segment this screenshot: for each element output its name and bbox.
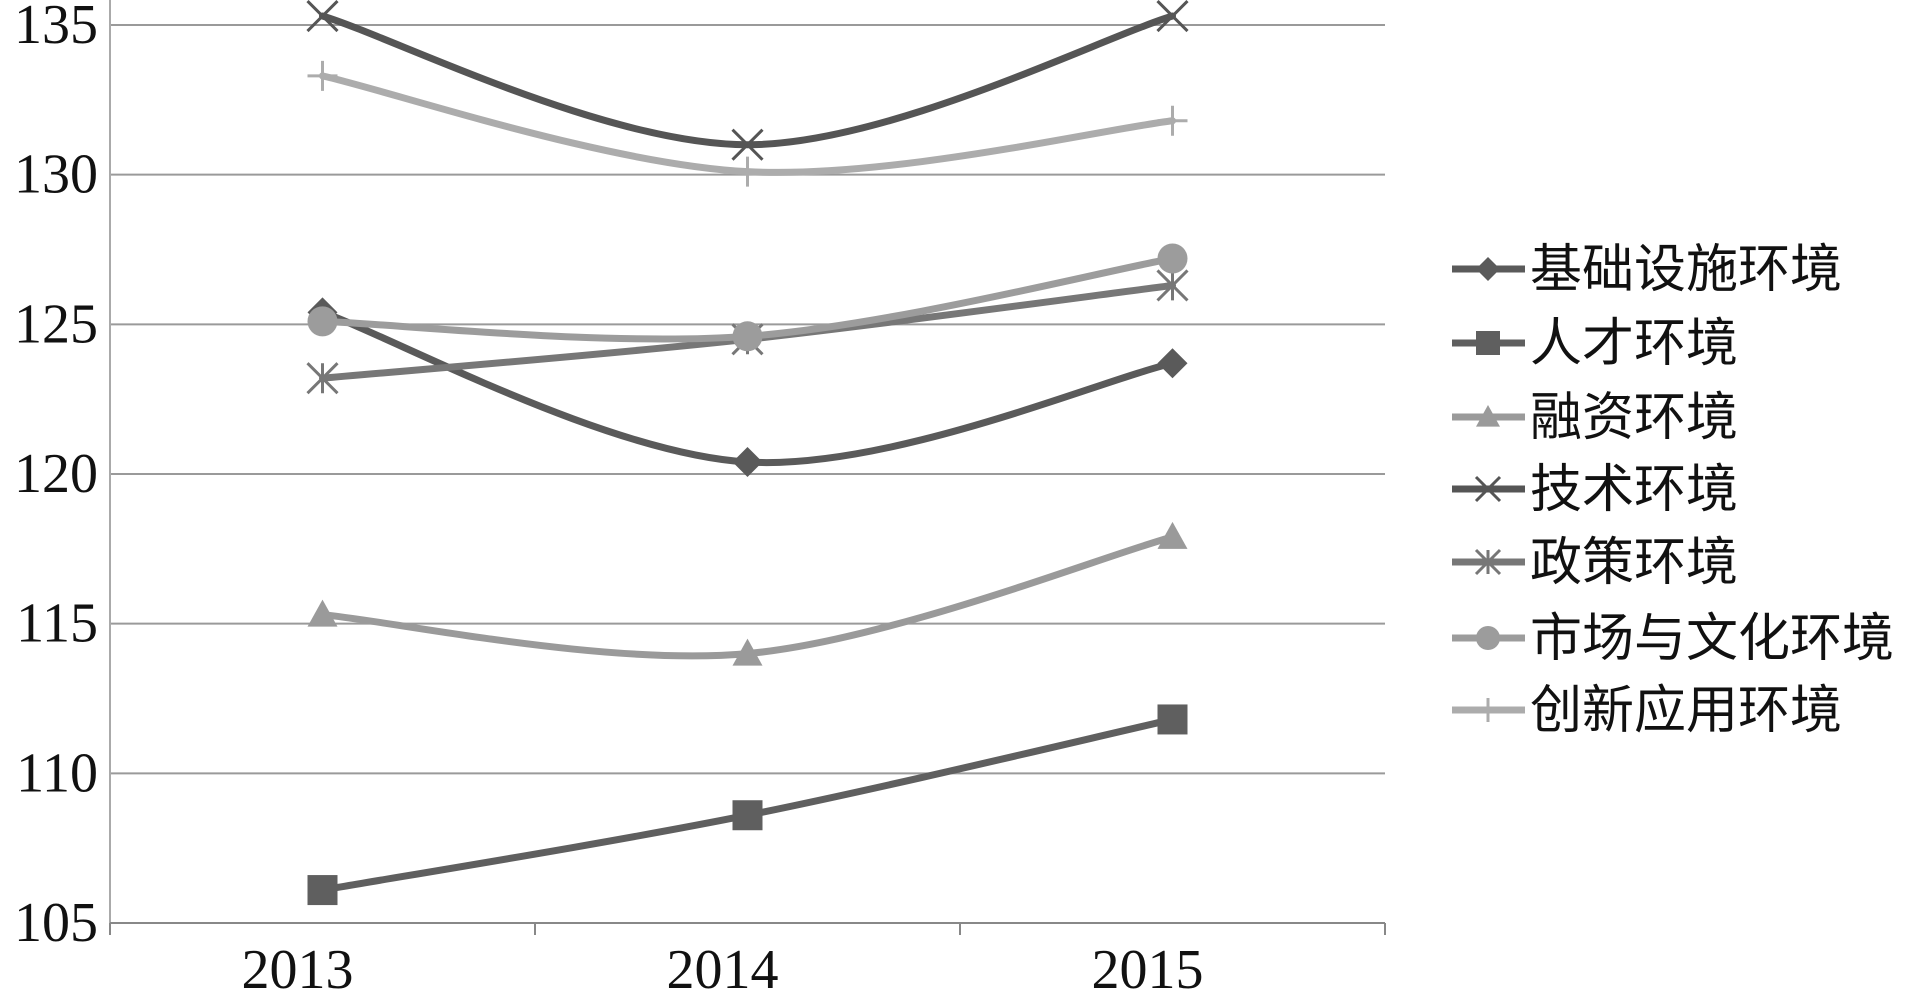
legend-item: 技术环境 [1452, 460, 1738, 520]
x-marker [1156, 0, 1189, 33]
series-line [319, 533, 1176, 660]
y-tick-labels: 105 110 115 120 125 130 135 [14, 0, 98, 954]
x-tick-label: 2013 [242, 939, 354, 993]
y-tick-label: 125 [14, 293, 98, 355]
legend-label: 基础设施环境 [1530, 240, 1842, 300]
x-marker [306, 0, 339, 33]
plus-marker [1476, 698, 1500, 722]
square-marker [307, 875, 338, 906]
legend-label: 技术环境 [1530, 460, 1738, 520]
circle-marker [732, 321, 763, 352]
x-tick-label: 2014 [667, 939, 779, 993]
circle-marker [307, 306, 338, 337]
square-marker [1476, 331, 1500, 355]
legend-item: 市场与文化环境 [1452, 609, 1894, 669]
asterisk-marker [306, 362, 339, 395]
legend-item: 政策环境 [1452, 533, 1738, 593]
series-line [319, 12, 1176, 149]
y-tick-label: 135 [14, 0, 98, 56]
triangle-marker [1476, 405, 1500, 427]
legend-label: 融资环境 [1530, 388, 1738, 448]
plus-marker [1157, 105, 1188, 136]
plus-marker [307, 60, 338, 91]
series-lines [306, 0, 1189, 906]
asterisk-marker [1156, 269, 1189, 302]
y-tick-label: 130 [14, 144, 98, 206]
x-tick-labels: 2013 2014 2015 [242, 939, 1204, 993]
diamond-marker [732, 447, 763, 478]
square-marker [1157, 704, 1188, 735]
x-marker [731, 128, 764, 161]
series-6 [307, 60, 1188, 187]
legend-item: 融资环境 [1452, 388, 1738, 448]
axes [109, 0, 1386, 935]
legend-label: 创新应用环境 [1530, 681, 1842, 741]
y-tick-label: 110 [16, 742, 98, 804]
series-3 [306, 0, 1189, 161]
y-tick-label: 105 [14, 892, 98, 954]
legend-label: 市场与文化环境 [1530, 609, 1894, 669]
series-1 [307, 704, 1188, 906]
series-2 [307, 521, 1188, 666]
asterisk-marker [1474, 548, 1502, 576]
diamond-marker [1476, 257, 1500, 281]
circle-marker [1476, 626, 1500, 650]
circle-marker [1157, 243, 1188, 274]
triangle-marker [307, 599, 338, 627]
plus-marker [732, 156, 763, 187]
x-tick-label: 2015 [1092, 939, 1204, 993]
legend-item: 创新应用环境 [1452, 681, 1842, 741]
diamond-marker [1157, 348, 1188, 379]
y-tick-label: 120 [14, 443, 98, 505]
x-marker [1474, 475, 1502, 503]
legend-label: 人才环境 [1530, 314, 1738, 374]
triangle-marker [732, 638, 763, 666]
square-marker [732, 800, 763, 831]
triangle-marker [1157, 521, 1188, 549]
legend-item: 人才环境 [1452, 314, 1738, 374]
series-5 [307, 243, 1188, 352]
y-tick-label: 115 [16, 593, 98, 655]
legend-label: 政策环境 [1530, 533, 1738, 593]
legend-item: 基础设施环境 [1452, 240, 1842, 300]
